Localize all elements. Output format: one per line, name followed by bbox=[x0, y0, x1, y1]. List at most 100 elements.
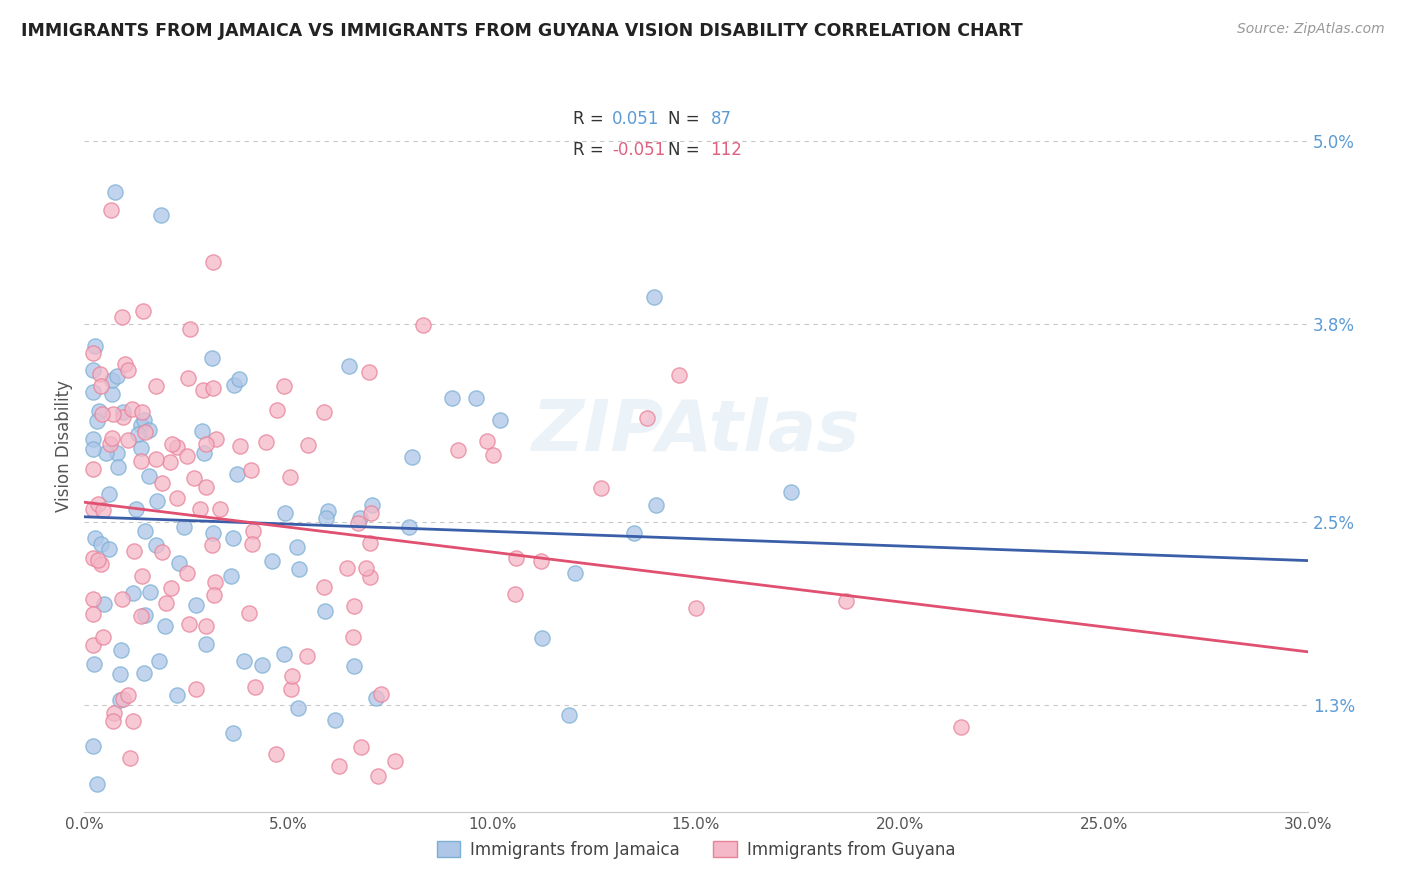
Point bbox=[440, 391, 463, 405]
Point bbox=[110, 592, 132, 607]
Point bbox=[342, 599, 364, 614]
Point bbox=[477, 434, 499, 449]
Point bbox=[91, 407, 114, 421]
Point bbox=[153, 619, 176, 633]
Point bbox=[117, 689, 139, 703]
Point bbox=[359, 536, 381, 550]
Point bbox=[184, 599, 207, 613]
Point bbox=[138, 469, 160, 483]
Point bbox=[105, 369, 128, 384]
Point bbox=[238, 606, 260, 620]
Point bbox=[149, 209, 172, 223]
Point bbox=[129, 608, 152, 623]
Point bbox=[285, 540, 308, 554]
Text: Source: ZipAtlas.com: Source: ZipAtlas.com bbox=[1237, 22, 1385, 37]
Point bbox=[101, 372, 124, 386]
Point bbox=[121, 714, 143, 728]
Point bbox=[176, 449, 198, 463]
Text: N =: N = bbox=[668, 111, 700, 128]
Point bbox=[167, 556, 190, 570]
Point bbox=[398, 520, 420, 534]
Point bbox=[288, 562, 311, 576]
Point bbox=[132, 665, 155, 680]
Point bbox=[447, 442, 470, 457]
Point bbox=[91, 631, 114, 645]
Point bbox=[240, 463, 263, 477]
Point bbox=[191, 424, 214, 438]
Point bbox=[266, 402, 288, 417]
Point bbox=[155, 596, 177, 610]
Point bbox=[104, 185, 127, 199]
Point bbox=[347, 516, 370, 531]
Point bbox=[82, 433, 104, 447]
Point bbox=[312, 580, 335, 594]
Point bbox=[90, 537, 112, 551]
Point bbox=[112, 405, 135, 419]
Point bbox=[117, 433, 139, 447]
Point bbox=[401, 450, 423, 464]
Point bbox=[343, 658, 366, 673]
Point bbox=[262, 554, 284, 568]
Point bbox=[132, 413, 155, 427]
Point bbox=[228, 439, 250, 453]
Point bbox=[87, 498, 110, 512]
Point bbox=[349, 739, 371, 754]
Text: R =: R = bbox=[572, 141, 603, 159]
Point bbox=[166, 688, 188, 702]
Point bbox=[107, 459, 129, 474]
Point bbox=[145, 451, 167, 466]
Point bbox=[90, 378, 112, 392]
Point bbox=[132, 303, 155, 318]
Text: -0.051: -0.051 bbox=[612, 141, 665, 159]
Point bbox=[328, 758, 350, 772]
Point bbox=[125, 501, 148, 516]
Point bbox=[114, 357, 136, 371]
Point bbox=[103, 706, 125, 721]
Point bbox=[530, 631, 553, 645]
Point bbox=[160, 581, 183, 595]
Point bbox=[176, 566, 198, 581]
Point bbox=[323, 713, 346, 727]
Point bbox=[254, 434, 277, 449]
Point bbox=[342, 630, 364, 644]
Point bbox=[195, 437, 218, 451]
Point bbox=[564, 566, 586, 581]
Point bbox=[222, 531, 245, 545]
Point bbox=[367, 770, 389, 784]
Point bbox=[94, 446, 117, 460]
Point bbox=[337, 359, 360, 373]
Point bbox=[131, 569, 153, 583]
Point bbox=[121, 402, 143, 417]
Point bbox=[112, 409, 135, 424]
Point bbox=[384, 754, 406, 768]
Point bbox=[482, 448, 505, 462]
Text: ZIPAtlas: ZIPAtlas bbox=[531, 397, 860, 466]
Point bbox=[222, 726, 245, 740]
Point bbox=[117, 362, 139, 376]
Point bbox=[139, 584, 162, 599]
Point bbox=[103, 714, 125, 728]
Point bbox=[112, 691, 135, 706]
Point bbox=[122, 586, 145, 600]
Point bbox=[224, 378, 246, 392]
Point bbox=[83, 657, 105, 671]
Point bbox=[124, 544, 146, 558]
Point bbox=[209, 502, 232, 516]
Point bbox=[98, 437, 121, 451]
Point bbox=[145, 537, 167, 551]
Point bbox=[110, 643, 132, 657]
Point bbox=[129, 418, 152, 433]
Point bbox=[361, 499, 384, 513]
Point bbox=[173, 520, 195, 534]
Point bbox=[264, 747, 287, 762]
Point bbox=[150, 545, 173, 559]
Point bbox=[278, 470, 301, 484]
Point bbox=[295, 649, 318, 664]
Point bbox=[273, 648, 295, 662]
Point bbox=[111, 310, 134, 325]
Point bbox=[359, 570, 381, 584]
Point bbox=[228, 371, 250, 385]
Point bbox=[159, 455, 181, 469]
Point bbox=[93, 597, 115, 611]
Text: 87: 87 bbox=[710, 111, 731, 128]
